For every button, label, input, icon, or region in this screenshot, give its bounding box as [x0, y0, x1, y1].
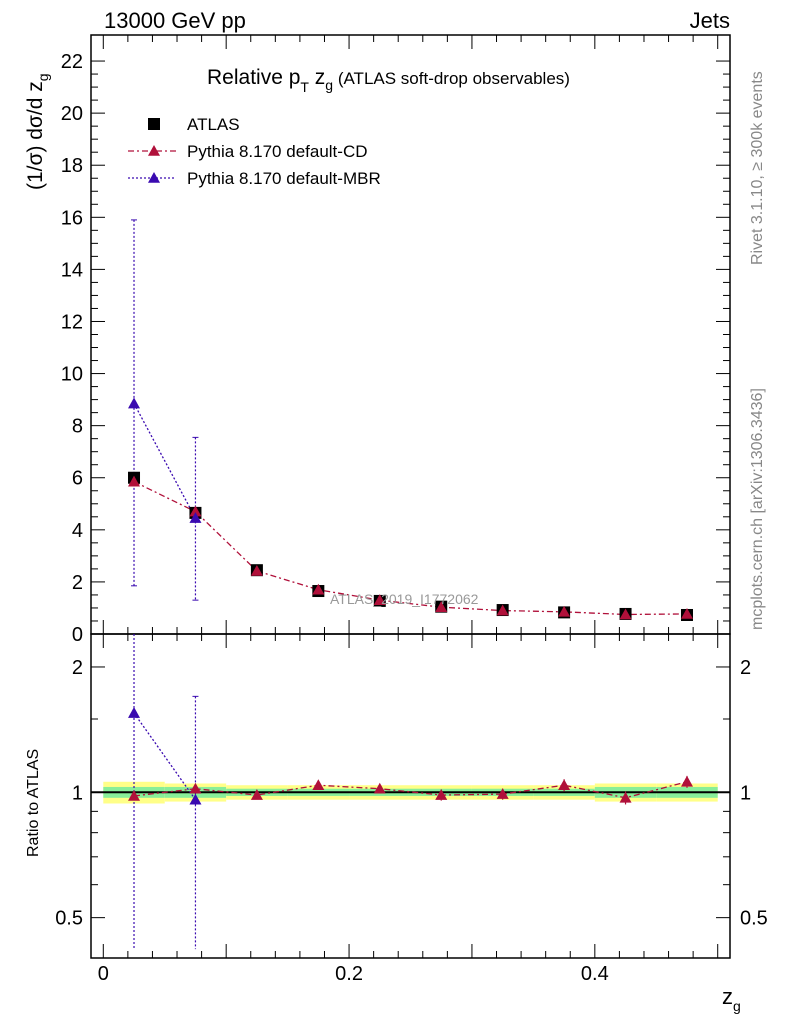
ratio-cd-point: [619, 791, 632, 803]
ratio-cd-point: [496, 788, 509, 799]
legend-label: Pythia 8.170 default-CD: [187, 142, 368, 161]
ratio-series: [128, 634, 693, 950]
main-y-tick-label: 20: [61, 103, 83, 125]
ratio-panel: 0 0.2 0.4 0.5 0.5 1 1 2 2: [55, 633, 768, 985]
mcplots-text: mcplots.cern.ch [arXiv:1306.3436]: [749, 388, 766, 630]
main-y-tick-label: 8: [72, 416, 83, 438]
x-axis-label-sub: g: [733, 998, 741, 1014]
ratio-y-tick-label: 1: [72, 782, 83, 804]
title-main: Relative p: [207, 66, 300, 89]
legend-marker-triangle: [148, 172, 160, 183]
main-series: [128, 219, 693, 621]
main-y-tick-label: 4: [72, 520, 83, 542]
x-axis-label: zg: [722, 984, 741, 1014]
y-axis-label-main-sub: g: [35, 73, 51, 81]
main-ticks: 0 2 4 6 8 10 12 14 16 18 20 22: [61, 35, 730, 646]
ratio-cd-point: [189, 782, 202, 794]
ratio-cd-point: [558, 779, 571, 791]
legend-entry: Pythia 8.170 default-CD: [128, 142, 368, 161]
main-y-tick-label: 6: [72, 468, 83, 490]
x-tick-label: 0.2: [335, 963, 363, 985]
header-left: 13000 GeV pp: [104, 8, 246, 33]
cd-point: [312, 583, 325, 595]
cd-point: [619, 608, 632, 620]
title-mid: z: [309, 66, 325, 89]
main-panel: 0 2 4 6 8 10 12 14 16 18 20 22: [61, 34, 731, 646]
main-y-tick-label: 2: [72, 572, 83, 594]
main-y-tick-label: 18: [61, 155, 83, 177]
ratio-cd-point: [312, 779, 325, 791]
ratio-mbr-point: [189, 793, 202, 805]
legend-label: Pythia 8.170 default-MBR: [187, 169, 381, 188]
y-axis-label-main: (1/σ) dσ/d zg: [24, 73, 51, 190]
ratio-cd-point: [435, 789, 448, 800]
title-paren: (ATLAS soft-drop observables): [333, 69, 570, 88]
ratio-y-tick-label-right: 1: [740, 782, 751, 804]
cd-point: [558, 605, 571, 617]
ratio-y-tick-label-right: 2: [740, 657, 751, 679]
ratio-plot-frame: [90, 633, 731, 959]
title-sub-t: T: [300, 79, 309, 95]
legend-entry: Pythia 8.170 default-MBR: [128, 169, 381, 188]
ratio-y-tick-label: 0.5: [55, 908, 83, 930]
ratio-uncertainty-bands: [91, 781, 730, 804]
y-axis-label-ratio: Ratio to ATLAS: [25, 749, 42, 857]
ratio-ticks: 0 0.2 0.4 0.5 0.5 1 1 2 2: [55, 634, 768, 985]
plot-title: Relative pT zg (ATLAS soft-drop observab…: [207, 66, 570, 95]
cd-point: [496, 604, 509, 616]
ratio-cd-point: [680, 775, 693, 787]
main-y-tick-label: 12: [61, 311, 83, 333]
cd-point: [680, 607, 693, 619]
legend-marker-square: [148, 118, 160, 130]
ratio-cd-point: [373, 782, 386, 794]
main-y-tick-label: 0: [72, 624, 83, 646]
legend-marker-triangle: [148, 145, 160, 156]
legend-entry: ATLAS: [148, 115, 240, 134]
cd-point: [435, 601, 448, 612]
x-tick-label: 0.4: [581, 963, 609, 985]
cd-point: [373, 594, 386, 605]
mbr-point: [128, 397, 141, 409]
ratio-mbr-line: [133, 712, 196, 801]
cd-point: [128, 475, 141, 487]
cd-point: [250, 564, 263, 576]
mbr-point: [189, 512, 202, 523]
ratio-y-tick-label-right: 0.5: [740, 908, 768, 930]
cd-point: [189, 505, 202, 517]
cd-line: [133, 481, 687, 616]
mbr-line: [133, 403, 197, 519]
legend: ATLAS Pythia 8.170 default-CD Pythia 8.170…: [128, 115, 381, 188]
x-tick-label: 0: [98, 963, 109, 985]
y-axis-label-main-text: (1/σ) dσ/d z: [24, 81, 47, 190]
title-sub-g: g: [325, 77, 333, 93]
analysis-watermark: ATLAS_2019_I1772062: [330, 591, 479, 607]
ratio-cd-point: [128, 789, 141, 801]
main-y-tick-label: 14: [61, 259, 83, 281]
ratio-y-tick-label: 2: [72, 657, 83, 679]
main-y-tick-label: 16: [61, 207, 83, 229]
ratio-mbr-point: [128, 707, 141, 718]
main-y-tick-label: 10: [61, 364, 83, 386]
ratio-cd-point: [250, 789, 263, 800]
ratio-cd-line: [133, 781, 688, 799]
rivet-version-text: Rivet 3.1.10, ≥ 300k events: [749, 71, 766, 265]
main-y-tick-label: 22: [61, 51, 83, 73]
legend-label: ATLAS: [187, 115, 240, 134]
x-axis-label-text: z: [722, 984, 733, 1009]
header-right: Jets: [690, 8, 730, 33]
